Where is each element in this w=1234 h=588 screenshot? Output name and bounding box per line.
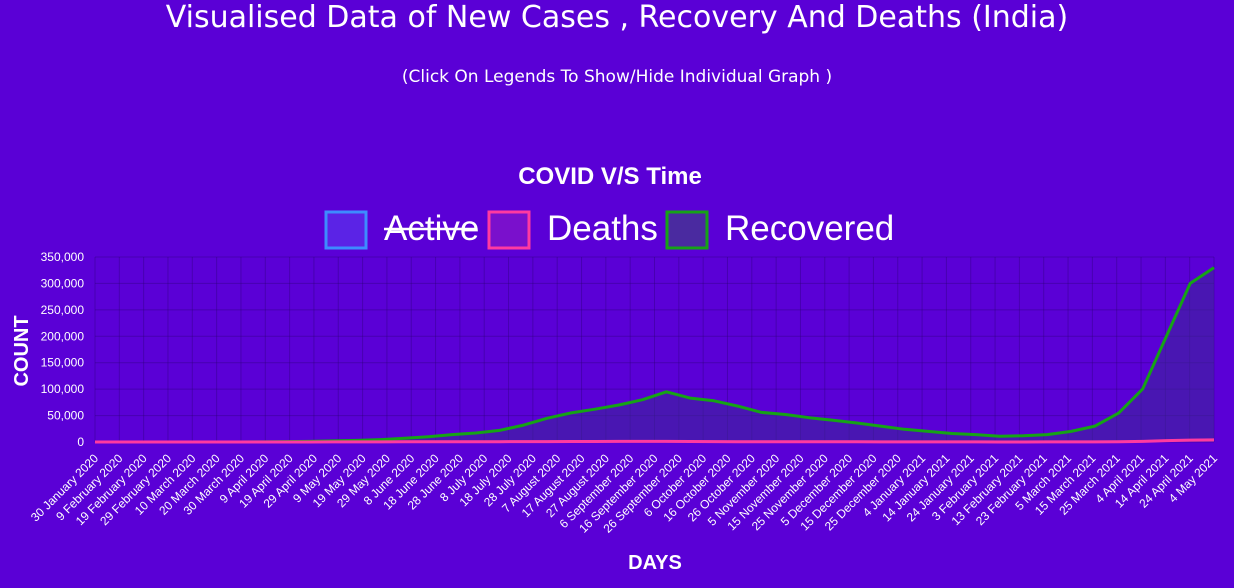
y-tick-label: 100,000	[41, 382, 85, 396]
x-axis-title: DAYS	[628, 552, 682, 574]
page-title: Visualised Data of New Cases , Recovery …	[165, 0, 1069, 35]
legend-item-active[interactable]: Active	[324, 209, 479, 250]
legend-label-recovered: Recovered	[725, 209, 894, 248]
y-tick-label: 0	[77, 435, 84, 449]
y-tick-label: 200,000	[41, 329, 85, 343]
y-tick-label: 300,000	[41, 276, 85, 290]
chart-title: COVID V/S Time	[518, 163, 702, 190]
legend-swatch-recovered	[665, 210, 709, 250]
line-deaths	[95, 438, 1215, 444]
legend-swatch-deaths	[487, 210, 531, 250]
legend-item-recovered[interactable]: Recovered	[665, 209, 894, 250]
legend-item-deaths[interactable]: Deaths	[487, 209, 658, 250]
page-subtitle: (Click On Legends To Show/Hide Individua…	[401, 67, 833, 87]
y-tick-label: 350,000	[41, 250, 85, 264]
chart-series	[95, 266, 1215, 444]
legend-swatch-active	[324, 210, 368, 250]
y-axis: 0 50,000 100,000 150,000 200,000 250,000 300,0…	[41, 250, 85, 449]
legend-label-deaths: Deaths	[547, 209, 658, 248]
y-tick-label: 150,000	[41, 356, 85, 370]
chart-legend: Active Deaths Recovered	[324, 209, 894, 250]
y-tick-label: 50,000	[47, 409, 84, 423]
y-axis-title: COUNT	[11, 315, 33, 386]
y-tick-label: 250,000	[41, 303, 85, 317]
area-recovered	[95, 267, 1214, 442]
